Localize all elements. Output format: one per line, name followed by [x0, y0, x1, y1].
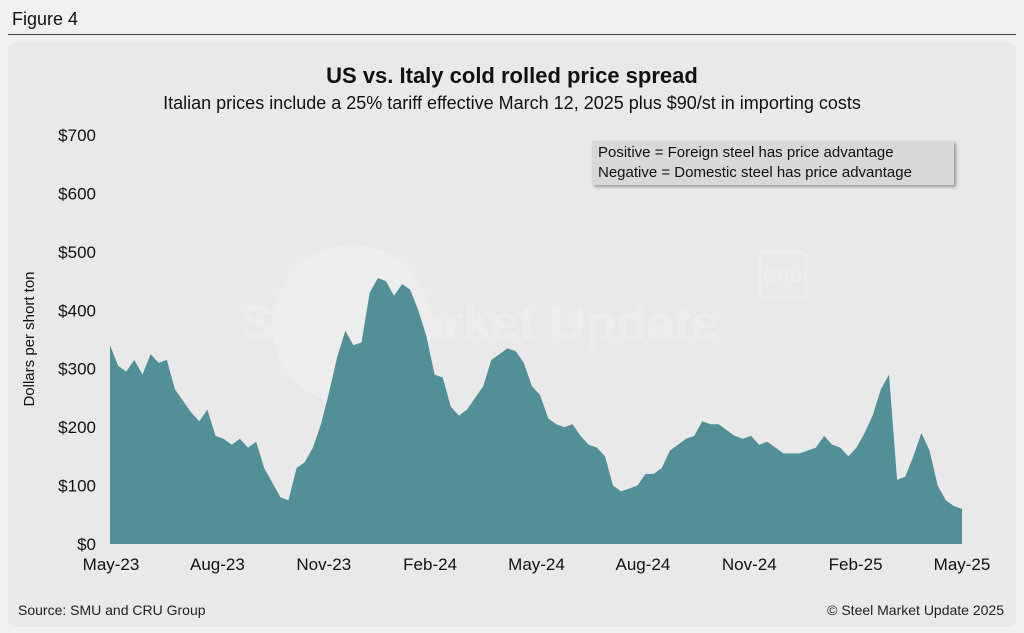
chart-title: US vs. Italy cold rolled price spread: [326, 63, 698, 88]
y-tick-label: $100: [58, 477, 96, 496]
annotation-positive: Positive = Foreign steel has price advan…: [598, 144, 894, 161]
spread-area: [110, 278, 962, 544]
cru-logo-text: CRU: [764, 266, 803, 286]
chart-subtitle: Italian prices include a 25% tariff effe…: [163, 93, 861, 113]
figure-label: Figure 4: [12, 9, 79, 29]
x-tick-label: Aug-24: [615, 555, 670, 574]
x-tick-label: Feb-25: [829, 555, 883, 574]
y-tick-label: $0: [77, 535, 96, 554]
cru-logo-box: [758, 250, 808, 300]
watermark: Steel Market Update CRU: [241, 245, 808, 405]
y-tick-label: $600: [58, 184, 96, 203]
y-axis-label: Dollars per short ton: [21, 271, 38, 406]
x-tick-label: May-24: [508, 555, 565, 574]
y-tick-label: $300: [58, 360, 96, 379]
copyright-note: © Steel Market Update 2025: [827, 602, 1004, 618]
y-tick-label: $700: [58, 126, 96, 145]
x-tick-label: Nov-24: [722, 555, 777, 574]
x-tick-label: May-25: [934, 555, 991, 574]
x-tick-label: May-23: [83, 555, 140, 574]
y-axis-ticks: $0 $100 $200 $300 $400 $500 $600 $700: [58, 126, 96, 554]
x-tick-label: Aug-23: [190, 555, 245, 574]
source-note: Source: SMU and CRU Group: [18, 602, 206, 618]
legend-annotation: Positive = Foreign steel has price advan…: [592, 141, 954, 185]
y-tick-label: $400: [58, 301, 96, 320]
y-tick-label: $500: [58, 243, 96, 262]
x-tick-label: Feb-24: [403, 555, 457, 574]
figure-divider: [8, 34, 1016, 35]
y-tick-label: $200: [58, 418, 96, 437]
annotation-negative: Negative = Domestic steel has price adva…: [598, 164, 912, 181]
x-tick-label: Nov-23: [296, 555, 351, 574]
x-axis-ticks: May-23 Aug-23 Nov-23 Feb-24 May-24 Aug-24 Nov-…: [83, 555, 991, 574]
watermark-text: Steel Market Update: [241, 295, 719, 351]
